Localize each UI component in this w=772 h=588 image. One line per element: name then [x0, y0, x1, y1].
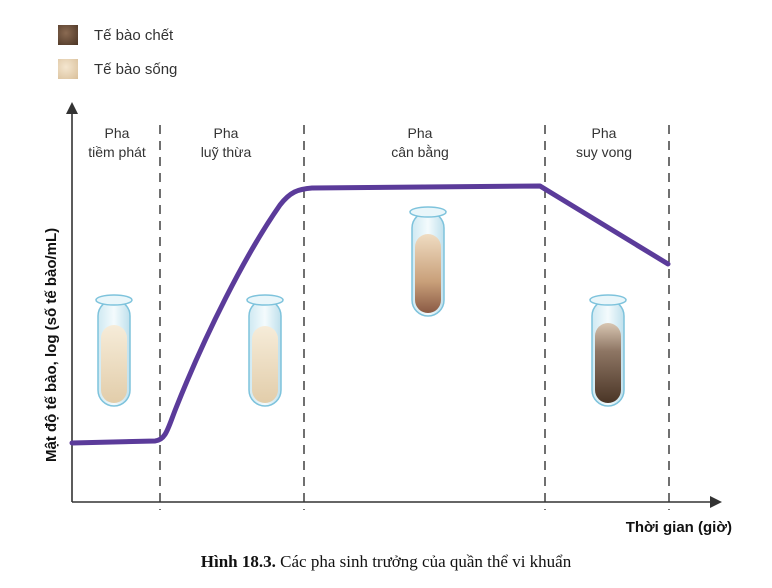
phase-4-line1: Pha [592, 125, 617, 141]
x-axis-label: Thời gian (giờ) [626, 519, 732, 536]
legend-label-dead: Tế bào chết [94, 26, 174, 44]
test-tube-stationary [409, 206, 447, 317]
phase-1-line1: Pha [105, 125, 130, 141]
legend-item-live: Tế bào sống [58, 54, 177, 84]
legend-label-live: Tế bào sống [94, 60, 178, 78]
phase-4-line2: suy vong [576, 144, 632, 160]
figure-caption: Hình 18.3. Các pha sinh trưởng của quần … [0, 552, 772, 572]
dead-cell-swatch [58, 25, 78, 45]
y-axis-label: Mật độ tế bào, log (số tế bào/mL) [43, 228, 60, 462]
test-tube-death [589, 294, 627, 407]
legend-item-dead: Tế bào chết [58, 20, 177, 50]
phase-1-line2: tiềm phát [88, 144, 146, 160]
phase-2-line2: luỹ thừa [201, 144, 252, 160]
y-axis-arrow [66, 102, 78, 114]
live-cell-swatch [58, 59, 78, 79]
figure-caption-text: Các pha sinh trưởng của quần thể vi khuẩ… [275, 552, 572, 571]
phase-3-line1: Pha [408, 125, 433, 141]
test-tube-lag [95, 294, 133, 407]
legend: Tế bào chết Tế bào sống [58, 20, 177, 88]
growth-curve [69, 183, 671, 446]
growth-curve-diagram: Pha tiềm phát Pha luỹ thừa Pha cân bằng … [43, 102, 732, 536]
test-tube-log [246, 294, 284, 407]
figure-number: Hình 18.3. [200, 552, 276, 571]
x-axis-arrow [710, 496, 722, 508]
axes [66, 102, 722, 508]
phase-3-line2: cân bằng [391, 144, 449, 160]
phase-2-line1: Pha [214, 125, 239, 141]
